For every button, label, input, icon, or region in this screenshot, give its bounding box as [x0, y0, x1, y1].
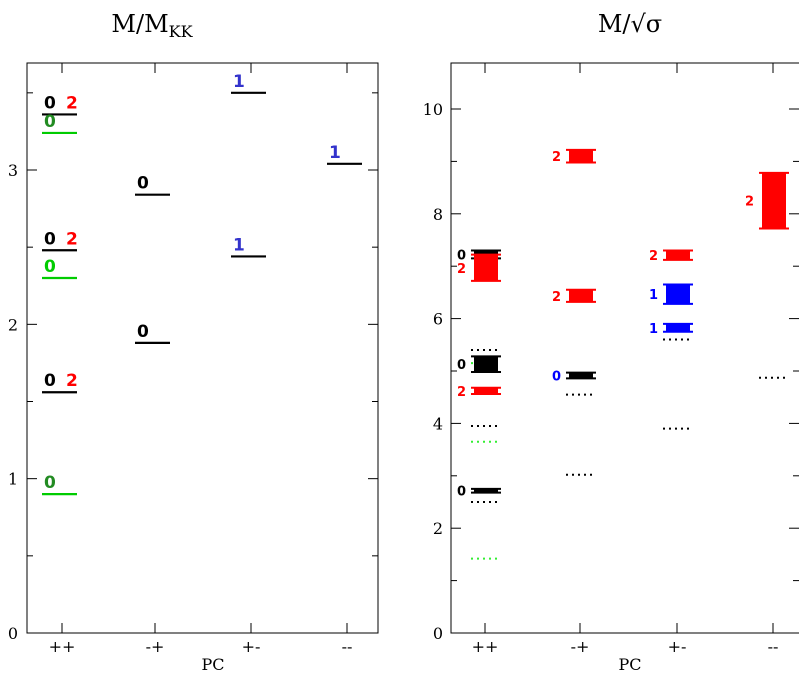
left-level-label: 0 — [137, 322, 149, 342]
right-level-band — [666, 284, 690, 304]
left-level-label: 2 — [66, 93, 78, 113]
left-axis-ticks: 0 1 2 3 ++ -+ +- -- — [8, 63, 378, 656]
right-level-label: 0 — [457, 358, 466, 373]
right-level-band — [569, 372, 593, 379]
right-level-band — [762, 172, 786, 229]
right-level-band — [666, 250, 690, 260]
left-level-label: 1 — [233, 72, 245, 92]
right-level-band — [474, 254, 498, 281]
right-level-band — [474, 387, 498, 395]
right-x-axis-label: PC — [618, 655, 641, 674]
right-level-band — [474, 488, 498, 493]
left-y-tick-label: 0 — [8, 624, 18, 643]
right-level-band — [666, 323, 690, 332]
right-x-tick-label: +- — [668, 637, 687, 656]
left-x-tick-label: +- — [242, 637, 261, 656]
left-x-tick-label: -- — [342, 637, 353, 656]
right-chart-title: M/√σ — [598, 10, 662, 38]
left-level-label: 1 — [233, 235, 245, 255]
left-level-label: 0 — [137, 174, 149, 194]
right-level-band — [474, 356, 498, 373]
right-x-tick-label: ++ — [472, 637, 499, 656]
right-level-label: 1 — [649, 322, 658, 337]
right-plot-frame — [450, 62, 799, 634]
right-y-tick-label: 6 — [433, 310, 443, 329]
right-level-band — [569, 149, 593, 163]
right-x-tick-label: -+ — [571, 637, 590, 656]
left-x-axis-label: PC — [201, 655, 224, 674]
left-chart-title: M/MKK — [111, 10, 193, 41]
right-y-tick-label: 10 — [423, 100, 443, 119]
right-level-label: 1 — [649, 288, 658, 303]
left-x-tick-label: ++ — [49, 637, 76, 656]
right-level-label: 2 — [745, 195, 754, 210]
right-level-label: 0 — [457, 485, 466, 500]
right-level-label: 2 — [552, 290, 561, 305]
right-y-tick-label: 8 — [433, 205, 443, 224]
right-level-label: 2 — [552, 150, 561, 165]
right-level-label: 0 — [457, 248, 466, 263]
left-y-tick-label: 1 — [8, 470, 18, 489]
right-level-label: 0 — [552, 369, 561, 384]
left-x-tick-label: -+ — [146, 637, 165, 656]
right-level-label: 2 — [457, 385, 466, 400]
left-level-label: 0 — [44, 371, 56, 391]
left-level-label: 0 — [44, 93, 56, 113]
left-level-label: 2 — [66, 229, 78, 249]
right-y-tick-label: 0 — [433, 624, 443, 643]
left-level-label: 1 — [329, 143, 341, 163]
right-x-tick-label: -- — [768, 637, 779, 656]
left-y-tick-label: 3 — [8, 161, 18, 180]
left-plot-frame — [26, 62, 379, 634]
right-level-label: 2 — [457, 262, 466, 277]
left-level-label: 0 — [44, 473, 56, 493]
right-level-label: 2 — [649, 249, 658, 264]
left-y-tick-label: 2 — [8, 315, 18, 334]
left-level-label: 0 — [44, 257, 56, 277]
left-level-label: 0 — [44, 112, 56, 132]
left-level-label: 0 — [44, 229, 56, 249]
right-y-tick-label: 2 — [433, 519, 443, 538]
left-level-label: 2 — [66, 371, 78, 391]
right-level-band — [569, 289, 593, 302]
right-y-tick-label: 4 — [433, 414, 443, 433]
